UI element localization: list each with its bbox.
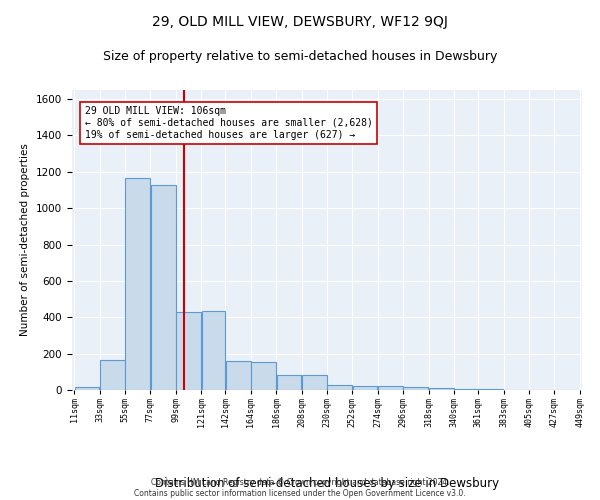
Bar [202,311,225,390]
Text: Size of property relative to semi-detached houses in Dewsbury: Size of property relative to semi-detach… [103,50,497,63]
Bar [100,360,125,390]
Y-axis label: Number of semi-detached properties: Number of semi-detached properties [20,144,31,336]
Bar [302,376,327,390]
Bar [454,389,478,390]
Bar [403,386,428,390]
Bar [277,376,301,390]
Bar [353,386,377,390]
Text: Distribution of semi-detached houses by size in Dewsbury: Distribution of semi-detached houses by … [155,477,499,490]
Bar [226,361,251,390]
Text: 29 OLD MILL VIEW: 106sqm
← 80% of semi-detached houses are smaller (2,628)
19% o: 29 OLD MILL VIEW: 106sqm ← 80% of semi-d… [85,106,373,140]
Text: Contains HM Land Registry data © Crown copyright and database right 2024.
Contai: Contains HM Land Registry data © Crown c… [134,478,466,498]
Bar [74,388,100,390]
Bar [125,178,150,390]
Bar [429,388,454,390]
Bar [151,184,176,390]
Bar [327,384,352,390]
Bar [378,386,403,390]
Bar [176,312,201,390]
Text: 29, OLD MILL VIEW, DEWSBURY, WF12 9QJ: 29, OLD MILL VIEW, DEWSBURY, WF12 9QJ [152,15,448,29]
Bar [251,362,276,390]
